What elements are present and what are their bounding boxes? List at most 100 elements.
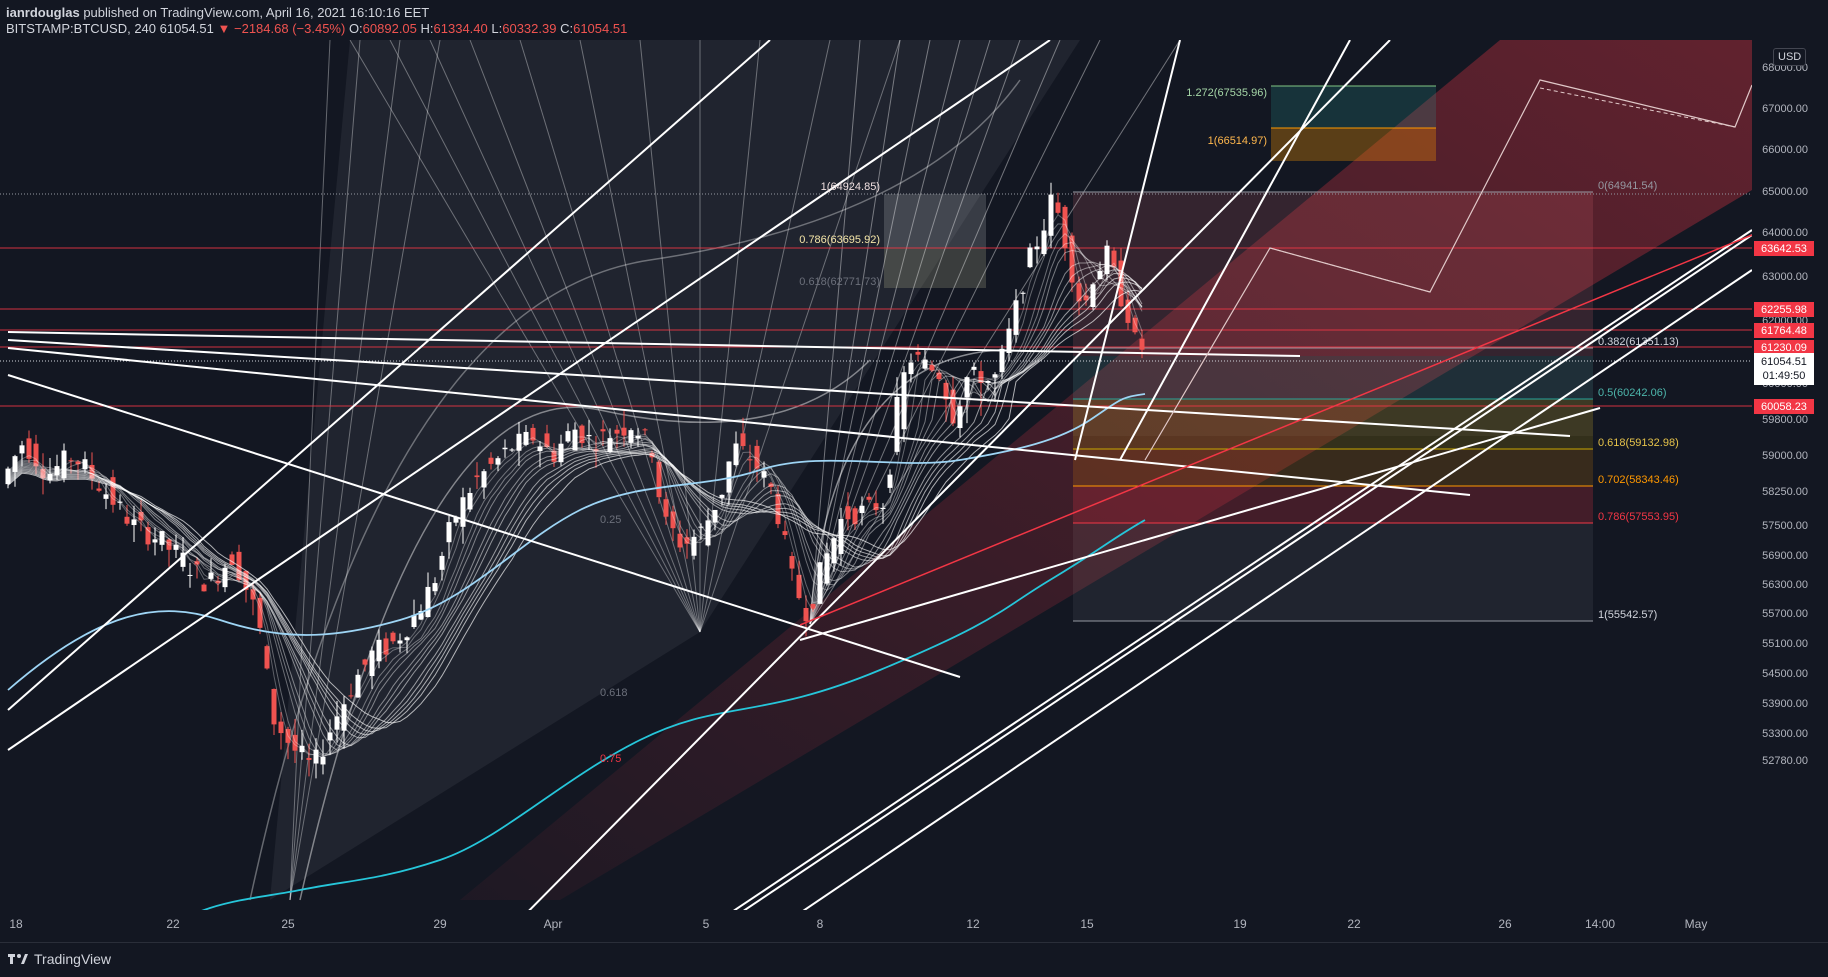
trend-line (499, 40, 1391, 940)
candle-body (54, 466, 60, 476)
fan-label: 0.75 (600, 753, 621, 765)
fan-line (389, 40, 701, 633)
candle-body (418, 610, 424, 620)
candle-body (894, 396, 900, 452)
close-label: C: (560, 21, 574, 36)
last-price-text: 61054.51 (1761, 356, 1807, 368)
trend-line (689, 229, 1753, 940)
candle-body (33, 443, 39, 467)
candle-body (131, 519, 137, 526)
candle-body (138, 511, 144, 521)
y-tick-label: 56300.00 (1762, 579, 1808, 591)
candle-body (768, 483, 774, 487)
ema-ribbon-line (7, 261, 1143, 751)
candle-body (215, 580, 221, 584)
y-tick-label: 54500.00 (1762, 668, 1808, 680)
y-tick-label: 65000.00 (1762, 186, 1808, 198)
candle-body (432, 583, 438, 592)
brand-name: TradingView (34, 951, 112, 967)
candle-body (376, 639, 382, 662)
candle-body (180, 552, 186, 567)
y-tick-label: 53300.00 (1762, 728, 1808, 740)
time-axis[interactable]: 18 22 25 29 Apr 5 8 12 15 19 22 26 14:00 May (0, 910, 1828, 940)
candle-body (257, 597, 263, 628)
candle-body (495, 458, 501, 465)
candle-body (1118, 260, 1124, 307)
fib-label: 0.786(57553.95) (1598, 511, 1679, 523)
low-label: L: (491, 21, 503, 36)
y-tick-label: 59800.00 (1762, 414, 1808, 426)
candle-body (572, 429, 578, 451)
candle-body (740, 433, 746, 447)
trend-line (7, 339, 1571, 437)
candles (5, 182, 1145, 779)
candle-body (1041, 230, 1047, 255)
trend-line (7, 374, 961, 678)
candle-body (957, 406, 963, 429)
currency-badge[interactable]: USD (1773, 48, 1807, 66)
trend-line (699, 234, 1753, 940)
projection-path (1144, 79, 1753, 461)
candle-body (1069, 235, 1075, 283)
symbol-label[interactable]: BITSTAMP:BTCUSD, 240 (6, 21, 157, 36)
y-tick-label: 52780.00 (1762, 755, 1808, 767)
drawing-labels: 0(64941.54) 0.382(61351.13) 0.5(60242.06) 0… (600, 87, 1679, 765)
ema-ribbon-line (7, 264, 1143, 747)
price-axis[interactable]: 68000.0067000.0066000.0065000.0064000.00… (1752, 40, 1828, 940)
author-name[interactable]: ianrdouglas (6, 5, 80, 20)
y-tick-label: 55100.00 (1762, 638, 1808, 650)
candle-body (222, 567, 228, 588)
candle-body (593, 449, 599, 452)
ema-line (7, 393, 1146, 691)
publish-date: published on TradingView.com, April 16, … (83, 5, 430, 20)
candle-body (551, 450, 557, 462)
candle-body (614, 429, 620, 434)
fib-left-label: 0.618(62771.73) (799, 276, 880, 288)
candle-body (5, 468, 11, 485)
candle-body (684, 537, 690, 544)
candle-body (411, 614, 417, 628)
candle-body (488, 457, 494, 464)
fan-arc (249, 79, 1021, 901)
drawing-layer (0, 40, 1752, 901)
ema-ribbon-line (7, 233, 1143, 757)
tradingview-logo[interactable]: TradingView (8, 951, 111, 967)
candle-body (1020, 292, 1026, 294)
candle-body (1090, 284, 1096, 308)
candle-body (1083, 295, 1089, 301)
publish-info: ianrdouglas published on TradingView.com… (6, 5, 429, 20)
price-chart[interactable]: 0(64941.54) 0.382(61351.13) 0.5(60242.06) 0… (0, 40, 1828, 940)
candle-body (1104, 245, 1110, 275)
sma-line (149, 519, 1146, 940)
tradingview-icon (8, 954, 28, 964)
fan-line (809, 40, 1101, 625)
candle-body (12, 456, 18, 472)
level-price-tag (1754, 399, 1814, 414)
candle-body (362, 659, 368, 665)
level-price-tag (1754, 340, 1814, 355)
fan-label: 0.618 (600, 687, 628, 699)
candle-body (705, 520, 711, 546)
candle-body (621, 427, 627, 436)
trend-line (1074, 40, 1181, 461)
y-tick-label: 63000.00 (1762, 271, 1808, 283)
fib-box-right-bottom (1271, 128, 1436, 161)
candle-body (558, 443, 564, 463)
y-tick-label: 55700.00 (1762, 608, 1808, 620)
fan-line (809, 40, 1061, 625)
y-tick-label: 57500.00 (1762, 520, 1808, 532)
candle-body (369, 650, 375, 677)
candle-body (271, 688, 277, 725)
candle-body (586, 434, 592, 437)
candle-body (166, 539, 172, 550)
candle-body (747, 459, 753, 461)
fib-right-label: 1.272(67535.96) (1186, 87, 1267, 99)
fan-line (809, 40, 961, 625)
candle-body (383, 638, 389, 655)
candle-body (145, 527, 151, 545)
y-tick-label: 67000.00 (1762, 103, 1808, 115)
candle-body (75, 461, 81, 465)
x-tick-label: 12 (966, 917, 980, 931)
candle-body (341, 704, 347, 731)
red-trend-line (799, 234, 1753, 626)
